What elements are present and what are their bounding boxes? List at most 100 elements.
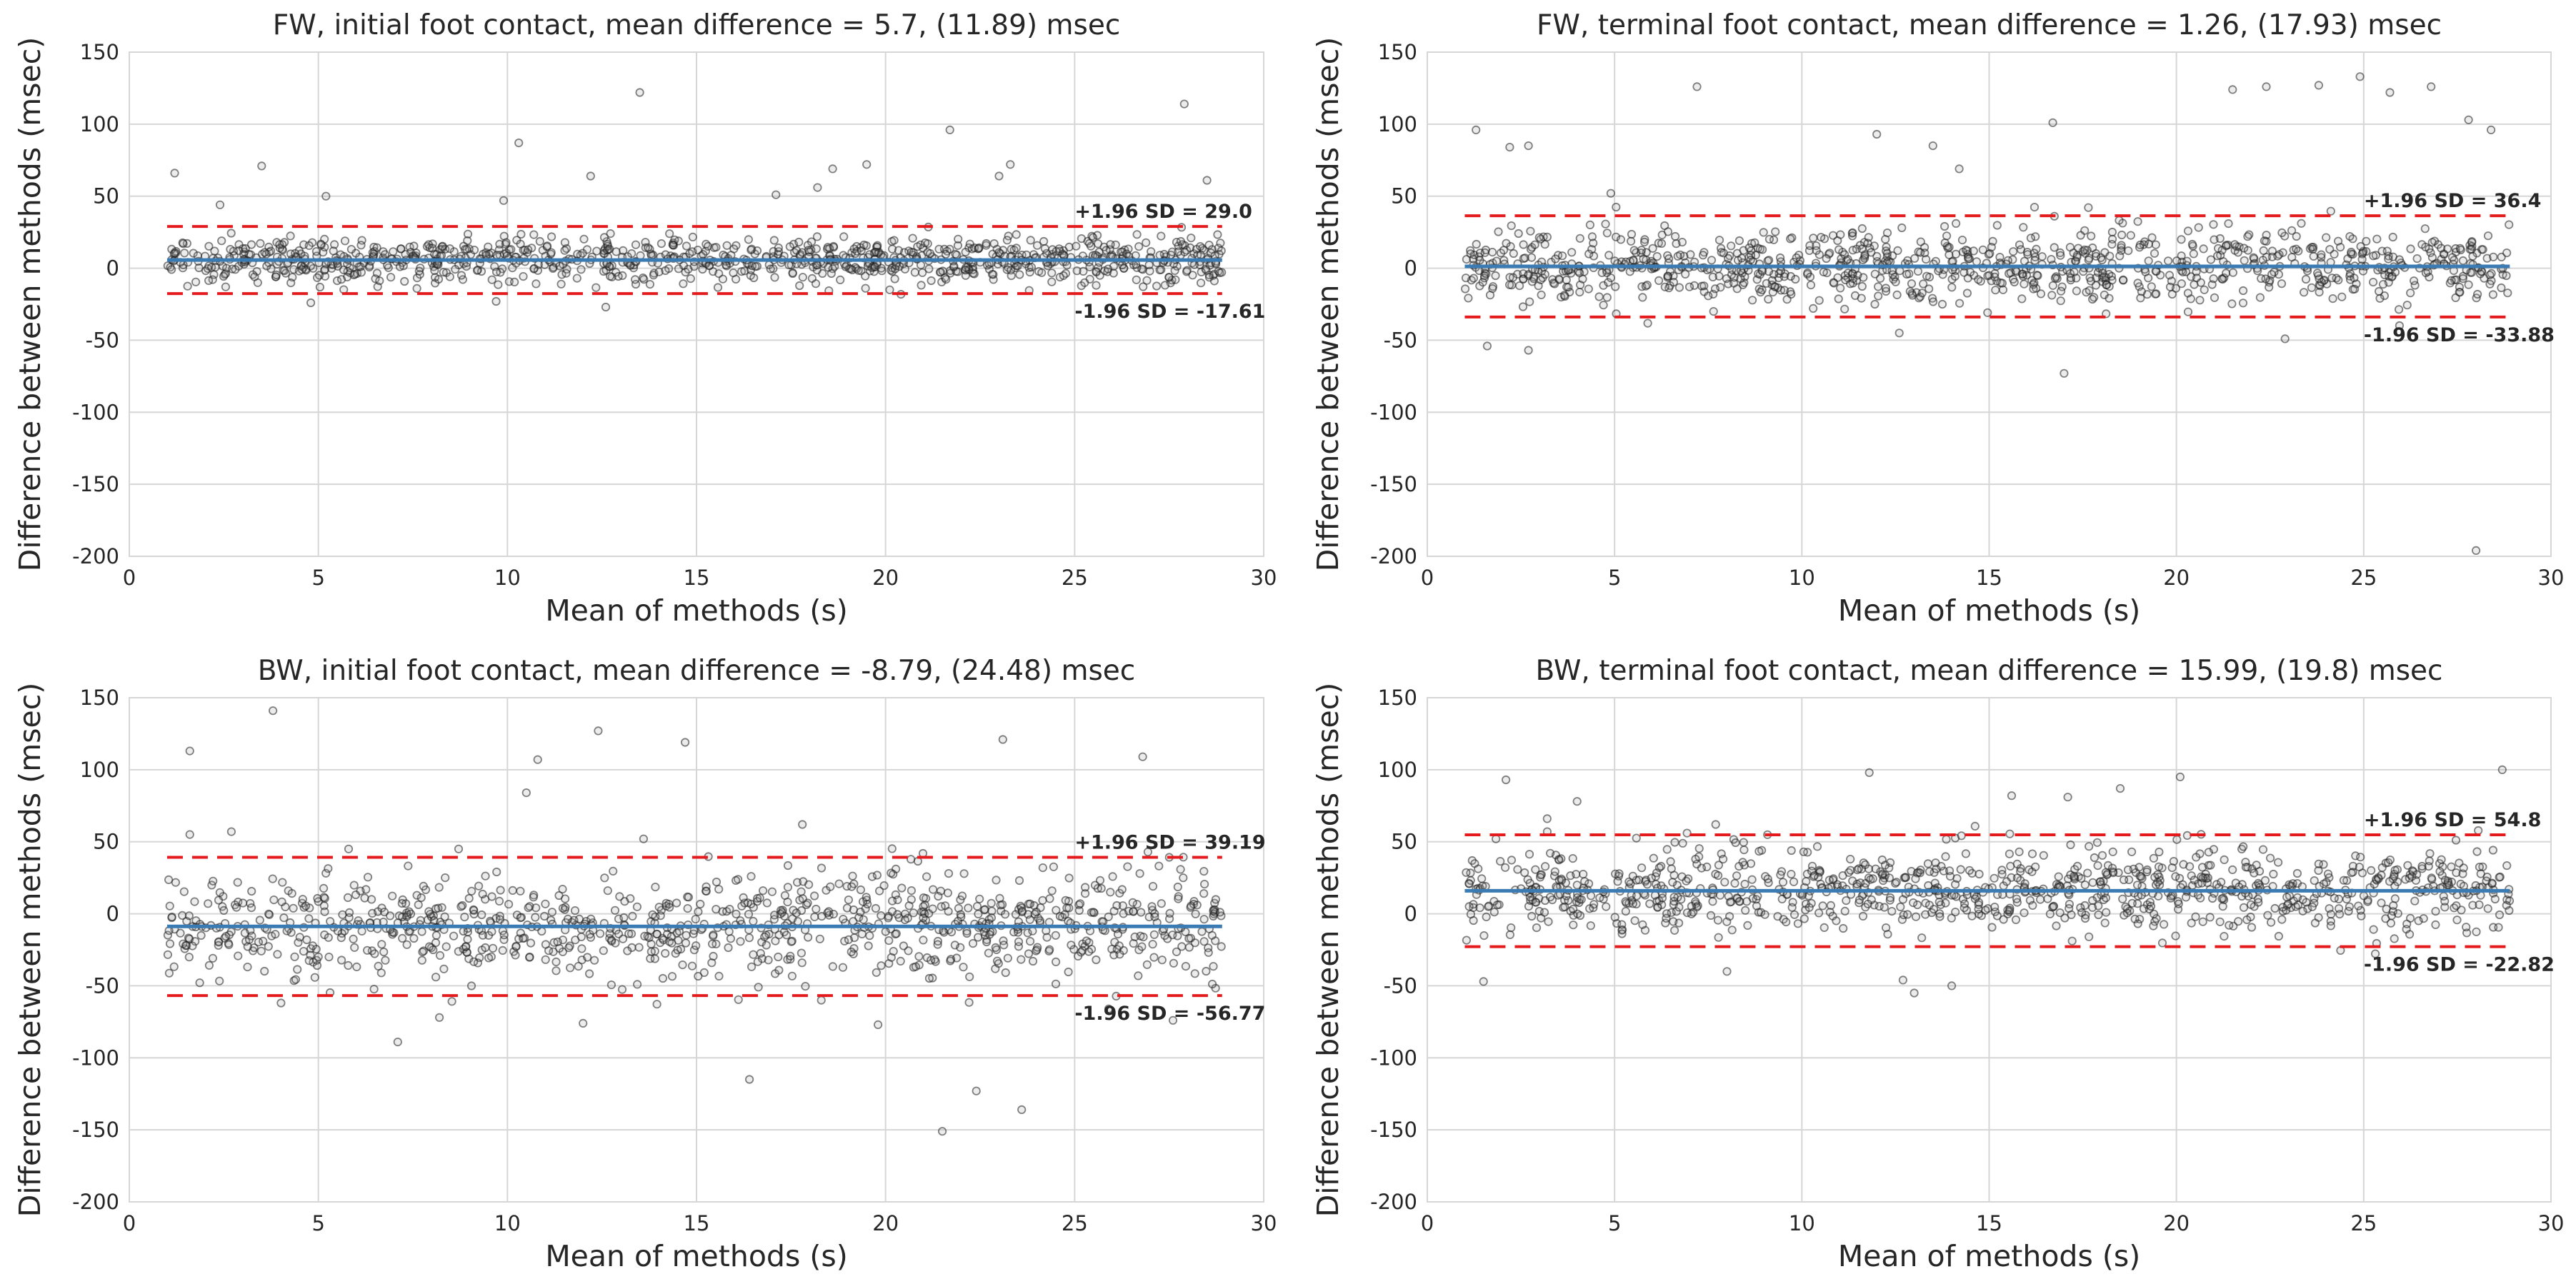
- data-point: [798, 273, 807, 282]
- data-point: [1756, 288, 1765, 297]
- data-point: [2174, 899, 2183, 908]
- data-point: [2488, 290, 2497, 299]
- data-point: [324, 933, 333, 942]
- data-point: [553, 937, 562, 946]
- data-point: [1727, 926, 1737, 935]
- data-point: [240, 928, 249, 938]
- data-point: [541, 899, 550, 908]
- data-point: [1907, 291, 1917, 300]
- data-point: [184, 911, 194, 921]
- data-point: [1941, 852, 1950, 861]
- data-point: [2495, 873, 2504, 882]
- data-point: [539, 911, 549, 921]
- data-point: [350, 943, 359, 952]
- data-point: [1534, 233, 1544, 242]
- data-point: [491, 267, 501, 276]
- data-point: [740, 266, 749, 276]
- data-point: [1064, 873, 1074, 883]
- data-point: [2233, 248, 2242, 257]
- data-point: [1202, 266, 1211, 275]
- y-tick-label: -100: [1370, 1045, 1417, 1070]
- data-point: [726, 934, 736, 943]
- data-point: [169, 249, 179, 259]
- data-point: [2429, 881, 2438, 891]
- data-point: [551, 957, 561, 967]
- data-point: [349, 934, 358, 944]
- data-point: [1629, 246, 1639, 255]
- data-point: [204, 961, 214, 970]
- data-point: [2150, 909, 2159, 918]
- data-point: [2217, 894, 2227, 903]
- data-point: [1148, 882, 1158, 891]
- data-point: [1934, 266, 1943, 276]
- data-point: [1550, 279, 1559, 289]
- y-tick-label: -200: [1370, 1190, 1417, 1214]
- data-point: [1012, 244, 1021, 253]
- outlier-point: [680, 738, 690, 747]
- data-point: [734, 995, 743, 1004]
- data-point: [1202, 966, 1211, 976]
- data-point: [2016, 245, 2025, 254]
- outlier-point: [1711, 820, 1720, 829]
- data-point: [2255, 293, 2265, 302]
- data-point: [916, 260, 926, 270]
- data-point: [1211, 895, 1221, 904]
- data-point: [1632, 891, 1642, 901]
- data-point: [1002, 236, 1012, 245]
- data-point: [2017, 269, 2027, 279]
- data-point: [1132, 230, 1142, 239]
- data-point: [681, 938, 691, 948]
- outlier-point: [1894, 328, 1904, 338]
- data-point: [1650, 891, 1659, 900]
- data-point: [2238, 299, 2248, 308]
- data-point: [494, 896, 504, 906]
- data-point: [2354, 901, 2363, 911]
- data-point: [762, 941, 771, 950]
- data-point: [1539, 908, 1549, 917]
- data-point: [2228, 865, 2237, 875]
- data-point: [1573, 909, 1582, 918]
- data-point: [191, 277, 201, 286]
- data-point: [1840, 304, 1849, 314]
- data-point: [687, 961, 697, 970]
- data-point: [888, 896, 897, 906]
- data-point: [947, 955, 956, 964]
- data-point: [469, 906, 479, 915]
- data-point: [574, 962, 583, 971]
- data-point: [1199, 915, 1209, 924]
- data-point: [2005, 906, 2015, 915]
- data-point: [1118, 260, 1127, 270]
- data-point: [2147, 282, 2156, 291]
- data-point: [2339, 876, 2348, 885]
- data-point: [1617, 920, 1627, 929]
- data-point: [1567, 248, 1577, 257]
- data-point: [959, 869, 969, 878]
- data-point: [1734, 897, 1744, 906]
- data-point: [2385, 877, 2395, 886]
- data-point: [2206, 255, 2215, 264]
- data-point: [1001, 910, 1010, 919]
- data-point: [1532, 923, 1542, 933]
- data-point: [2107, 227, 2117, 237]
- data-point: [2389, 901, 2398, 911]
- data-point: [1157, 899, 1166, 908]
- data-point: [1739, 838, 1748, 847]
- data-point: [1960, 903, 1969, 913]
- data-point: [492, 251, 501, 260]
- data-point: [1987, 923, 1997, 932]
- data-point: [351, 890, 361, 900]
- data-point: [982, 239, 991, 249]
- data-point: [1014, 937, 1024, 946]
- chart-bw-initial: 0 5 10 15 20 25 30-200-150-100-50050100150BW, …: [13, 655, 1277, 1273]
- data-point: [2167, 863, 2177, 873]
- data-point: [1670, 838, 1679, 847]
- data-point: [561, 269, 571, 278]
- data-point: [875, 886, 884, 896]
- outlier-point: [533, 755, 542, 764]
- data-point: [1491, 271, 1500, 281]
- data-point: [380, 250, 390, 259]
- data-point: [1597, 268, 1607, 277]
- data-point: [2164, 256, 2173, 266]
- data-point: [2135, 243, 2145, 252]
- data-point: [2260, 236, 2269, 246]
